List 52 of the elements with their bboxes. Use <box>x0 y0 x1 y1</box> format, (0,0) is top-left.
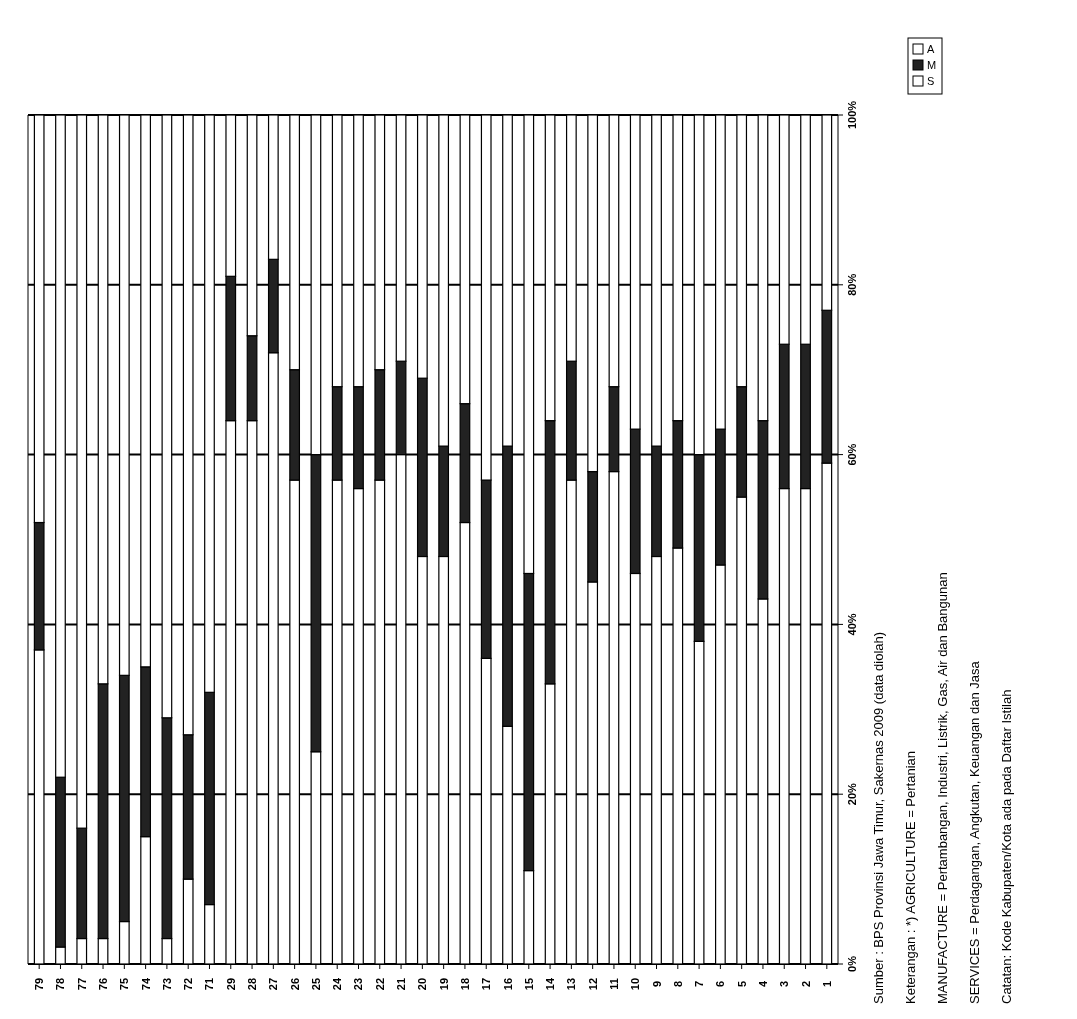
x-tick-label: 16 <box>501 977 514 991</box>
x-tick-label: 17 <box>480 977 493 991</box>
x-tick-label: 71 <box>203 977 216 991</box>
y-tick-label: 60% <box>846 443 858 466</box>
x-tick-label: 6 <box>714 980 727 988</box>
y-tick-label: 40% <box>846 613 858 636</box>
x-tick-label: 19 <box>437 977 450 991</box>
x-tick-label: 76 <box>97 977 110 991</box>
x-tick-label: 4 <box>756 980 769 988</box>
text: Catatan: Kode Kabupaten/Kota ada pada Daftar Istilah <box>999 689 1014 1004</box>
x-tick-label: 77 <box>75 977 88 991</box>
x-tick-label: 11 <box>607 978 620 990</box>
x-tick-label: 5 <box>735 980 748 988</box>
y-tick-label: 100% <box>846 100 858 130</box>
text: Keterangan : *) AGRICULTURE = Pertanian <box>903 750 918 1004</box>
x-tick-label: 26 <box>288 977 301 991</box>
x-tick-label: 22 <box>373 977 386 991</box>
x-tick-label: 10 <box>629 977 642 991</box>
text: SERVICES = Perdagangan, Angkutan, Keuangan dan Jasa <box>967 660 982 1004</box>
text: Sumber : BPS Provinsi Jawa Timur, Sakernas 2009 (data diolah) <box>871 631 886 1004</box>
x-tick-label: 8 <box>671 980 684 988</box>
y-tick-label: 20% <box>846 782 858 806</box>
x-tick-label: 20 <box>416 977 429 991</box>
x-tick-label: 21 <box>395 977 408 991</box>
x-tick-label: 74 <box>139 977 152 991</box>
x-tick-label: 1 <box>820 980 833 988</box>
x-tick-label: 2 <box>799 980 812 988</box>
x-tick-label: 14 <box>544 977 557 991</box>
x-tick-label: 24 <box>331 977 344 991</box>
x-tick-label: 23 <box>352 977 365 991</box>
y-tick-label: 80% <box>846 273 858 296</box>
x-tick-label: 3 <box>778 980 791 988</box>
y-tick-label: 0% <box>846 955 858 972</box>
legend-label: M <box>927 59 937 71</box>
x-tick-label: 29 <box>224 977 237 991</box>
x-tick-label: 9 <box>650 980 663 988</box>
x-tick-label: 7 <box>693 980 706 988</box>
x-tick-label: 27 <box>267 977 280 991</box>
x-tick-label: 75 <box>118 977 131 991</box>
x-tick-label: 13 <box>565 977 578 991</box>
legend-label: S <box>927 75 935 87</box>
x-tick-label: 73 <box>160 977 173 991</box>
x-tick-label: 79 <box>33 977 46 991</box>
x-tick-label: 28 <box>246 977 259 991</box>
x-tick-label: 78 <box>54 977 67 991</box>
x-tick-label: 25 <box>309 977 322 991</box>
x-tick-label: 18 <box>458 977 471 991</box>
text: MANUFACTURE = Pertambangan, Industri, Listrik, Gas, Air dan Bangunan <box>935 572 950 1004</box>
x-tick-label: 15 <box>522 977 535 991</box>
x-tick-label: 12 <box>586 977 599 991</box>
legend-label: A <box>927 43 935 55</box>
x-tick-label: 72 <box>182 977 195 991</box>
